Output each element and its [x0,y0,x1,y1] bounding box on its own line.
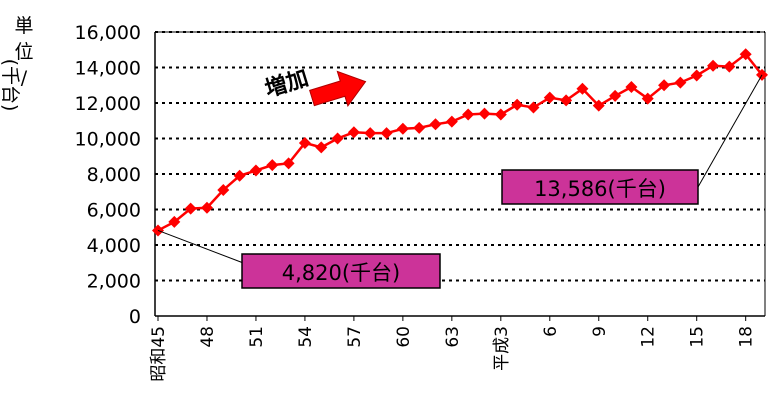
y-tick-label: 4,000 [87,235,141,257]
x-tick-label: 昭和45 [149,326,169,382]
arrow-label: 増加 [262,65,312,103]
x-tick-label: 18 [737,326,757,348]
x-tick-label: 48 [198,326,218,348]
data-point [478,107,491,120]
data-point [315,141,328,154]
axes [154,31,766,317]
x-tick-label: 51 [247,326,267,348]
x-tick-label: 平成3 [492,326,512,371]
data-point [282,157,295,170]
x-tick-label: 12 [639,326,659,348]
arrow-shape [309,70,367,107]
increase-arrow-annotation: 増加 [262,65,367,107]
y-tick-label: 14,000 [75,58,141,80]
y-tick-label: 12,000 [75,93,141,115]
x-tick-label: 63 [443,326,463,348]
data-point [298,136,311,149]
callout-label: 4,820(千台) [282,261,401,285]
y-axis-label-char: / [21,67,28,89]
y-axis-label-unit: (千台) [0,59,21,112]
data-point [380,127,393,140]
data-point [331,132,344,145]
y-axis-label-char: 単 [14,15,33,37]
y-tick-label: 6,000 [87,200,141,222]
y-tick-label: 10,000 [75,129,141,151]
data-point [429,118,442,131]
y-tick-label: 2,000 [87,271,141,293]
callout-label: 13,586(千台) [534,177,666,201]
x-tick-label: 6 [541,326,561,337]
data-point [543,91,556,104]
data-point [592,99,605,112]
y-axis-label: 単位 /(千台) [0,15,34,111]
data-point [527,101,540,114]
data-point [249,164,262,177]
data-point [233,169,246,182]
data-point [184,202,197,215]
data-point [674,76,687,89]
data-point [396,122,409,135]
data-point [658,79,671,92]
x-tick-label: 60 [394,326,414,348]
data-point [266,159,279,172]
data-point [413,121,426,134]
data-point [707,59,720,72]
data-point [690,69,703,82]
data-point [200,201,213,214]
data-point [168,215,181,228]
data-point [511,98,524,111]
y-tick-label: 16,000 [75,22,141,44]
x-axis-ticks: 昭和45 48 51 54 57 60 63 平成3 6 9 12 15 18 [149,316,757,382]
data-point [445,115,458,128]
y-axis-label-char: 位 [14,41,33,63]
callout-box [501,169,699,205]
data-point [609,89,622,102]
arrow-group: 増加 [262,65,367,107]
callout-box [241,253,441,289]
data-point [641,92,654,105]
y-tick-label: 8,000 [87,164,141,186]
gridlines [155,31,765,282]
data-point [723,60,736,73]
x-tick-label: 57 [345,326,365,348]
y-tick-label: 0 [129,306,141,328]
data-point [625,81,638,94]
data-series [152,48,768,237]
data-point [462,108,475,121]
data-point [494,108,507,121]
callouts: 4,820(千台) 13,586(千台) [157,74,763,289]
data-point [560,94,573,107]
callout-leader [697,74,763,188]
x-tick-label: 54 [296,326,316,348]
data-point [217,183,230,196]
data-point [739,48,752,61]
data-point [347,126,360,139]
x-tick-label: 15 [688,326,708,348]
x-tick-label: 9 [590,326,610,337]
y-axis-ticks: 0 2,000 4,000 6,000 8,000 10,000 12,000 14,000 1… [75,22,141,328]
callout-leader [157,229,247,265]
data-point [364,127,377,140]
data-point [576,82,589,95]
